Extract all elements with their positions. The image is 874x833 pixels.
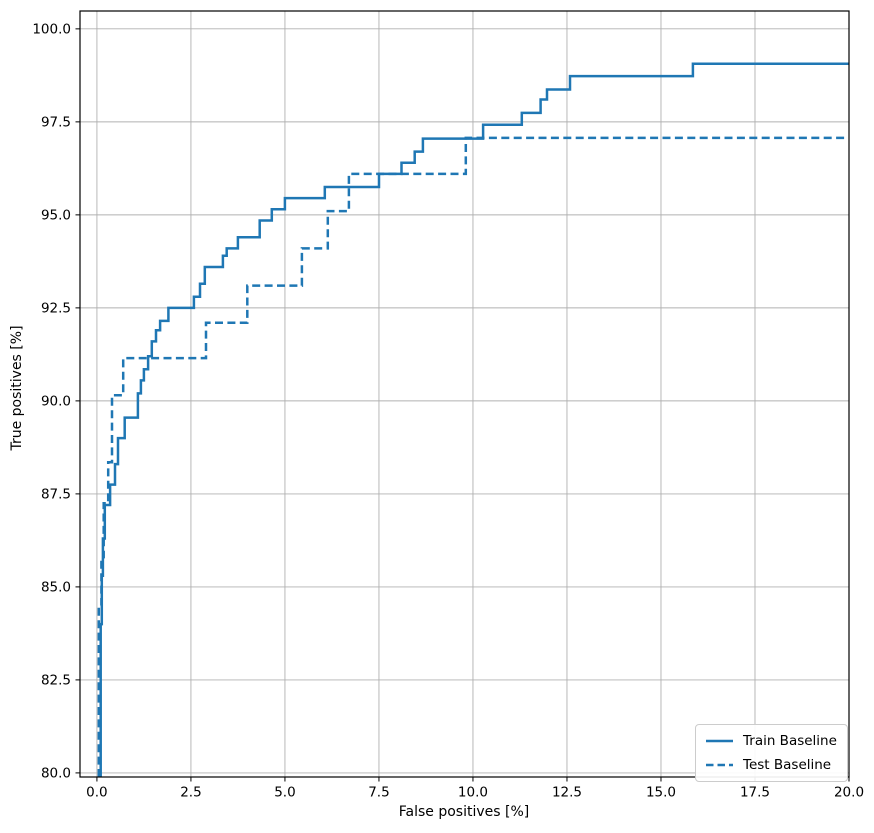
y-tick-label: 97.5 bbox=[41, 115, 71, 131]
legend-item-test: Test Baseline bbox=[706, 755, 837, 775]
y-tick-label: 90.0 bbox=[41, 394, 71, 410]
x-tick-label: 12.5 bbox=[552, 785, 582, 801]
y-tick-label: 95.0 bbox=[41, 208, 71, 224]
legend: Train Baseline Test Baseline bbox=[695, 724, 848, 782]
x-tick-label: 7.5 bbox=[368, 785, 389, 801]
legend-label-train: Train Baseline bbox=[743, 733, 837, 749]
x-tick-label: 10.0 bbox=[458, 785, 488, 801]
y-tick-label: 80.0 bbox=[41, 766, 71, 782]
test-line-sample-icon bbox=[706, 763, 733, 767]
axes-border bbox=[79, 10, 850, 778]
y-tick-label: 85.0 bbox=[41, 580, 71, 596]
y-axis-label: True positives [%] bbox=[9, 325, 25, 451]
test-baseline-line bbox=[97, 136, 849, 777]
x-axis-label: False positives [%] bbox=[398, 804, 530, 820]
x-tick-label: 15.0 bbox=[646, 785, 676, 801]
x-tick-label: 5.0 bbox=[274, 785, 295, 801]
y-tick-label: 87.5 bbox=[41, 487, 71, 503]
legend-label-test: Test Baseline bbox=[743, 757, 832, 773]
x-tick-label: 20.0 bbox=[834, 785, 864, 801]
y-tick-label: 100.0 bbox=[32, 22, 71, 38]
legend-item-train: Train Baseline bbox=[706, 731, 837, 751]
train-baseline-line bbox=[99, 62, 849, 777]
y-tick-label: 82.5 bbox=[41, 673, 71, 689]
train-line-sample-icon bbox=[706, 739, 733, 743]
y-tick-label: 92.5 bbox=[41, 301, 71, 317]
x-tick-label: 2.5 bbox=[180, 785, 201, 801]
x-tick-label: 0.0 bbox=[86, 785, 107, 801]
x-tick-label: 17.5 bbox=[740, 785, 770, 801]
